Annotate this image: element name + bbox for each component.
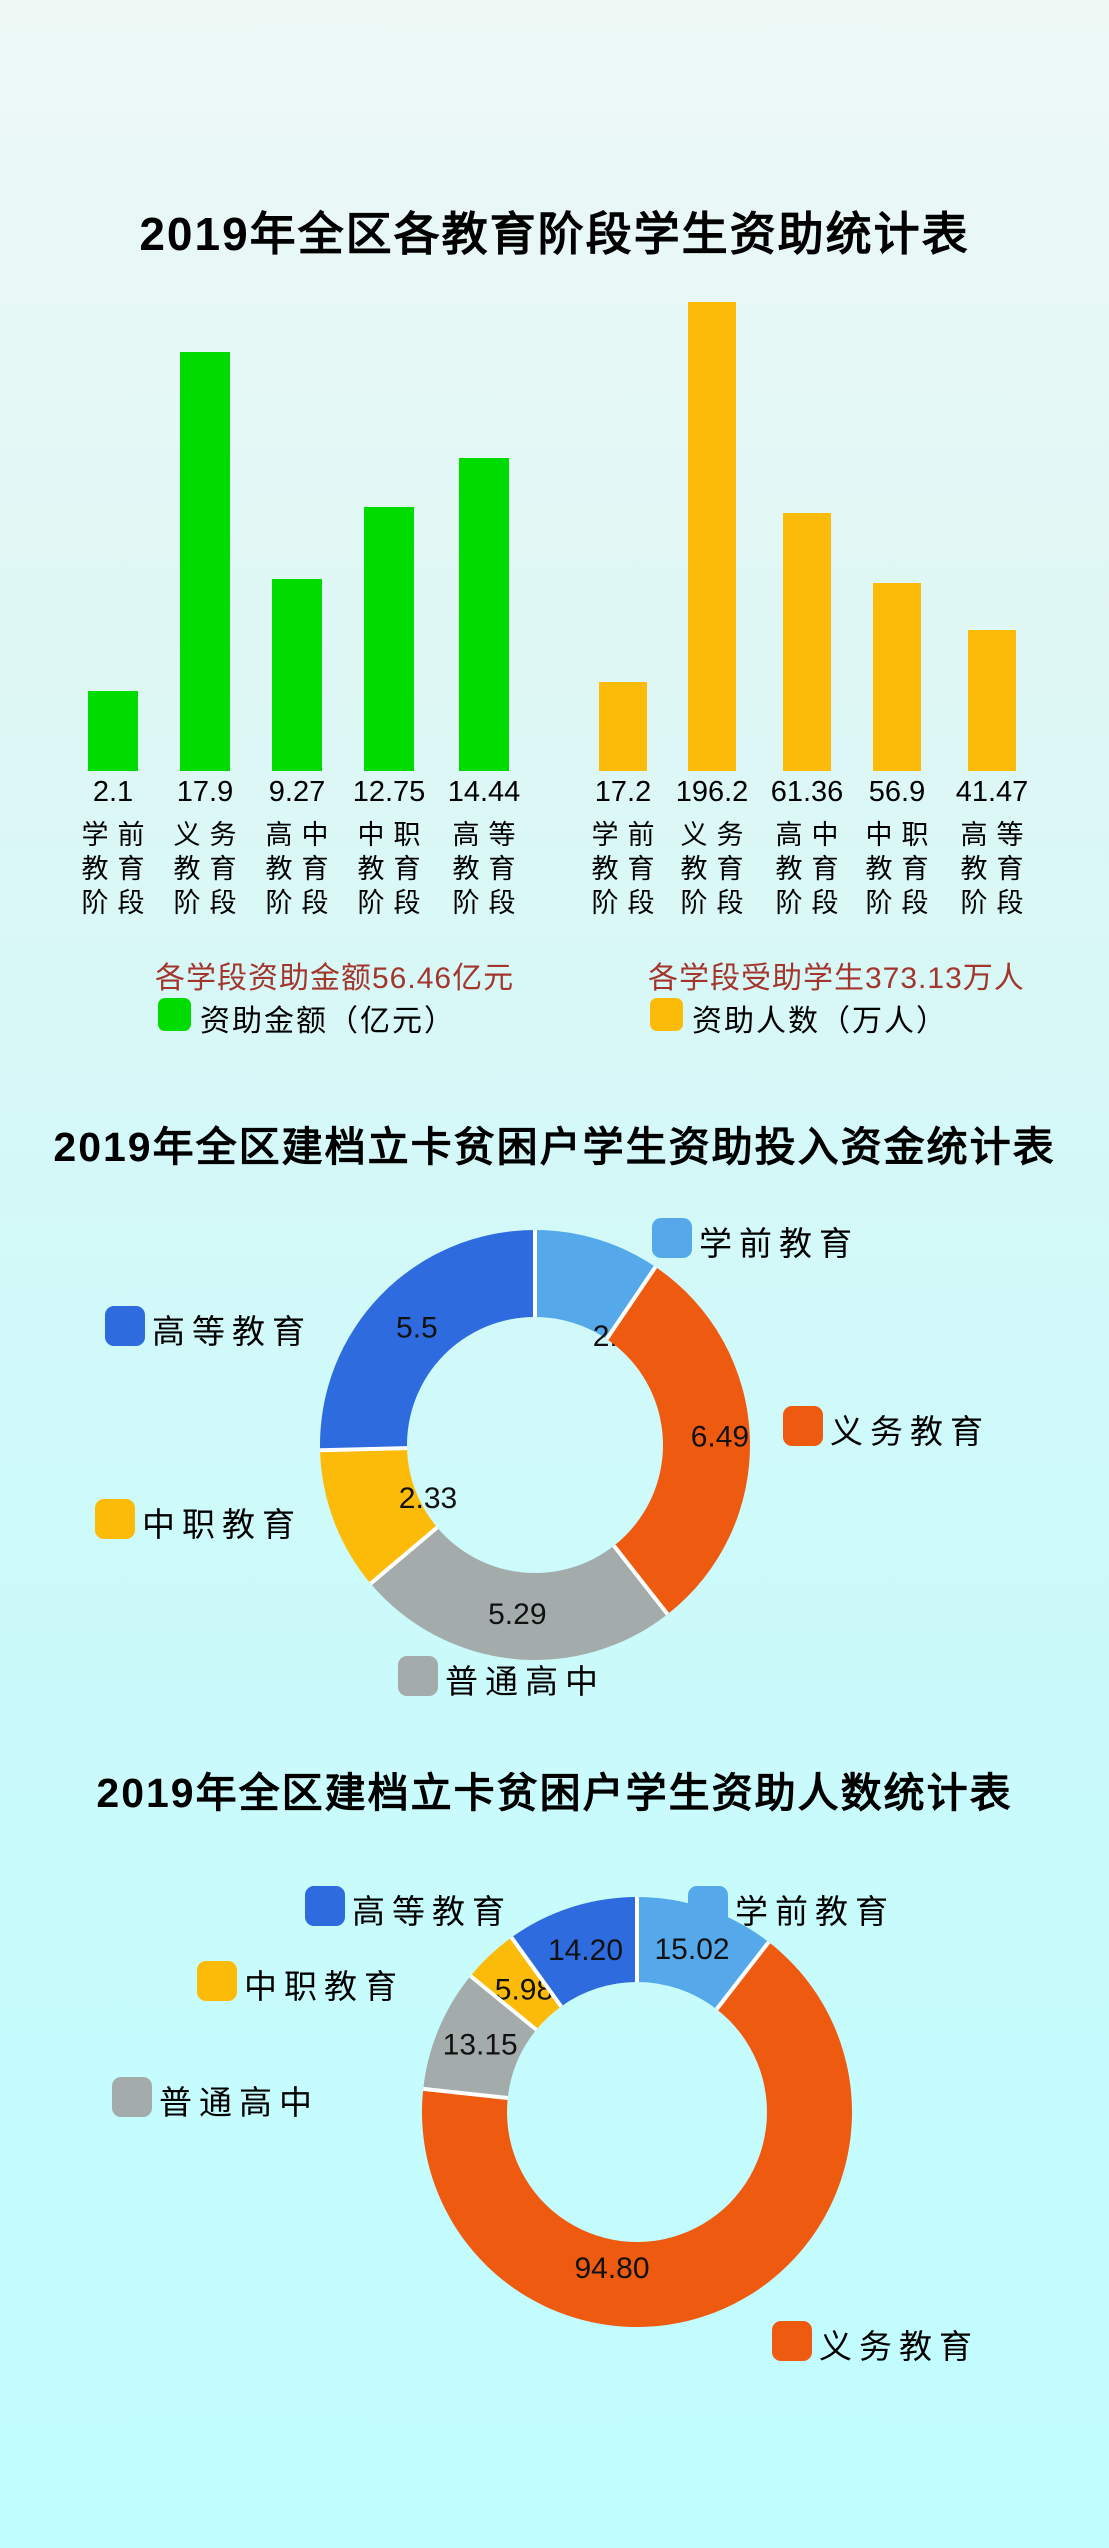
- bar-category-label: 高等 教育 阶段: [452, 820, 525, 918]
- donut-1-slice-1: [606, 1266, 750, 1615]
- bar-people-3: [873, 583, 921, 771]
- bar-amount-0: [88, 691, 138, 771]
- bar-amount-2: [272, 579, 322, 771]
- donut-1-value-label-2: 5.29: [488, 1598, 546, 1631]
- legend-swatch-1: [650, 998, 683, 1031]
- donut-2-legend-label-2: 普通高中: [159, 2084, 319, 2121]
- donut-2-legend-label-1: 义务教育: [819, 2328, 979, 2365]
- donut-1-legend-label-2: 普通高中: [445, 1663, 605, 1700]
- donut-1-legend-swatch-1: [783, 1406, 823, 1446]
- donut-2-legend-swatch-4: [305, 1886, 345, 1926]
- bar-category-label: 高中 教育 阶段: [775, 820, 848, 918]
- donut-2-slice-1: [421, 1942, 853, 2328]
- legend-label-0: 资助金额（亿元）: [200, 1005, 456, 1038]
- donut-1-legend-label-1: 义务教育: [830, 1413, 990, 1450]
- donut-2-value-label-4: 14.20: [548, 1934, 623, 1967]
- donut-1-value-label-4: 5.5: [396, 1312, 438, 1345]
- bar-value-label: 61.36: [770, 776, 844, 808]
- bar-people-4: [968, 630, 1016, 771]
- slice-separator: [715, 1940, 771, 2011]
- bar-category-label: 学前 教育 阶段: [591, 820, 664, 918]
- bar-value-label: 17.2: [594, 776, 652, 808]
- bar-people-0: [599, 682, 647, 771]
- donut-1-value-label-1: 6.49: [691, 1420, 749, 1453]
- donut-chart-1: 2.056.495.292.335.5: [319, 1230, 750, 1660]
- donut-2-legend-swatch-2: [112, 2077, 152, 2117]
- bar-value-label: 56.9: [868, 776, 926, 808]
- donut-1-legend-swatch-0: [652, 1218, 692, 1258]
- donut-1-legend-swatch-4: [105, 1306, 145, 1346]
- slice-separator: [509, 1936, 563, 2008]
- donut-1-legend-swatch-2: [398, 1656, 438, 1696]
- donut-2-legend-swatch-1: [772, 2321, 812, 2361]
- slice-separator: [469, 1974, 538, 2032]
- donut-2-slice-2: [423, 1975, 537, 2099]
- donut-2-slice-0: [637, 1897, 769, 2010]
- donut-2-value-label-2: 13.15: [443, 2028, 518, 2061]
- donut-2-value-label-1: 94.80: [574, 2252, 649, 2285]
- donut-1-legend-label-4: 高等教育: [152, 1313, 312, 1350]
- donut-people-title: 2019年全区建档立卡贫困户学生资助人数统计表: [96, 1770, 1013, 1816]
- bar-value-label: 9.27: [268, 776, 326, 808]
- donut-2-legend-label-0: 学前教育: [735, 1893, 895, 1930]
- bar-value-label: 196.2: [675, 776, 749, 808]
- donut-funds-title: 2019年全区建档立卡贫困户学生资助投入资金统计表: [53, 1124, 1056, 1170]
- bar-value-label: 2.1: [92, 776, 134, 808]
- bar-chart-title: 2019年全区各教育阶段学生资助统计表: [139, 208, 970, 260]
- donut-2-legend-label-4: 高等教育: [352, 1893, 512, 1930]
- legend-label-1: 资助人数（万人）: [692, 1005, 948, 1038]
- bar-category-label: 高中 教育 阶段: [265, 820, 338, 918]
- slice-separator: [612, 1544, 670, 1616]
- donut-1-legend-label-0: 学前教育: [699, 1225, 859, 1262]
- series-annotation-1: 各学段受助学生373.13万人: [648, 962, 1025, 995]
- bar-category-label: 学前 教育 阶段: [81, 820, 154, 918]
- bar-people-1: [688, 302, 736, 771]
- slice-separator: [320, 1446, 408, 1453]
- bar-value-label: 14.44: [447, 776, 521, 808]
- donut-1-slice-2: [370, 1527, 668, 1660]
- donut-1-legend-label-3: 中职教育: [142, 1506, 302, 1543]
- legend-swatch-0: [158, 998, 191, 1031]
- bar-amount-1: [180, 352, 230, 771]
- bar-category-label: 高等 教育 阶段: [960, 820, 1033, 918]
- series-annotation-0: 各学段资助金额56.46亿元: [155, 962, 515, 995]
- donut-2-slice-3: [470, 1937, 562, 2030]
- donut-1-slice-0: [535, 1230, 656, 1339]
- donut-2-legend-swatch-0: [688, 1886, 728, 1926]
- slice-separator: [369, 1525, 439, 1586]
- bar-amount-3: [364, 507, 414, 771]
- slice-separator: [423, 2086, 508, 2100]
- bar-value-label: 17.9: [176, 776, 234, 808]
- bar-value-label: 41.47: [955, 776, 1029, 808]
- donut-2-legend-label-3: 中职教育: [244, 1968, 404, 2005]
- bar-category-label: 义务 教育 阶段: [173, 820, 246, 918]
- slice-separator: [605, 1265, 658, 1341]
- donut-1-slice-4: [319, 1230, 535, 1451]
- bar-value-label: 12.75: [352, 776, 426, 808]
- bar-amount-4: [459, 458, 509, 771]
- bar-people-2: [783, 513, 831, 771]
- donut-2-value-label-0: 15.02: [654, 1933, 729, 1966]
- donut-1-value-label-3: 2.33: [399, 1482, 457, 1515]
- bar-category-label: 义务 教育 阶段: [680, 820, 753, 918]
- donut-1-legend-swatch-3: [95, 1499, 135, 1539]
- donut-2-legend-swatch-3: [197, 1961, 237, 2001]
- bar-category-label: 中职 教育 阶段: [865, 820, 938, 918]
- bar-category-label: 中职 教育 阶段: [357, 820, 430, 918]
